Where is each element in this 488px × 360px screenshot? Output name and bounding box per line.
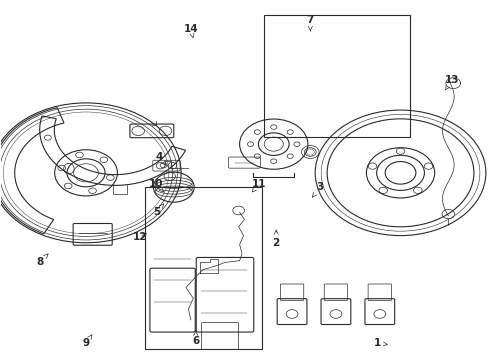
Text: 5: 5 xyxy=(153,204,163,217)
Text: 8: 8 xyxy=(36,254,48,267)
Bar xyxy=(264,15,409,137)
Text: 9: 9 xyxy=(82,335,92,348)
Text: 10: 10 xyxy=(148,179,163,192)
Bar xyxy=(144,187,261,348)
Text: 13: 13 xyxy=(444,75,458,90)
Text: 3: 3 xyxy=(312,182,323,197)
Text: 7: 7 xyxy=(306,15,313,31)
Text: 14: 14 xyxy=(183,24,198,38)
Text: 12: 12 xyxy=(132,232,146,242)
Text: 11: 11 xyxy=(251,179,266,192)
Text: 2: 2 xyxy=(272,230,279,248)
Text: 4: 4 xyxy=(155,152,165,165)
Text: 1: 1 xyxy=(373,338,386,348)
Text: 6: 6 xyxy=(192,331,199,346)
